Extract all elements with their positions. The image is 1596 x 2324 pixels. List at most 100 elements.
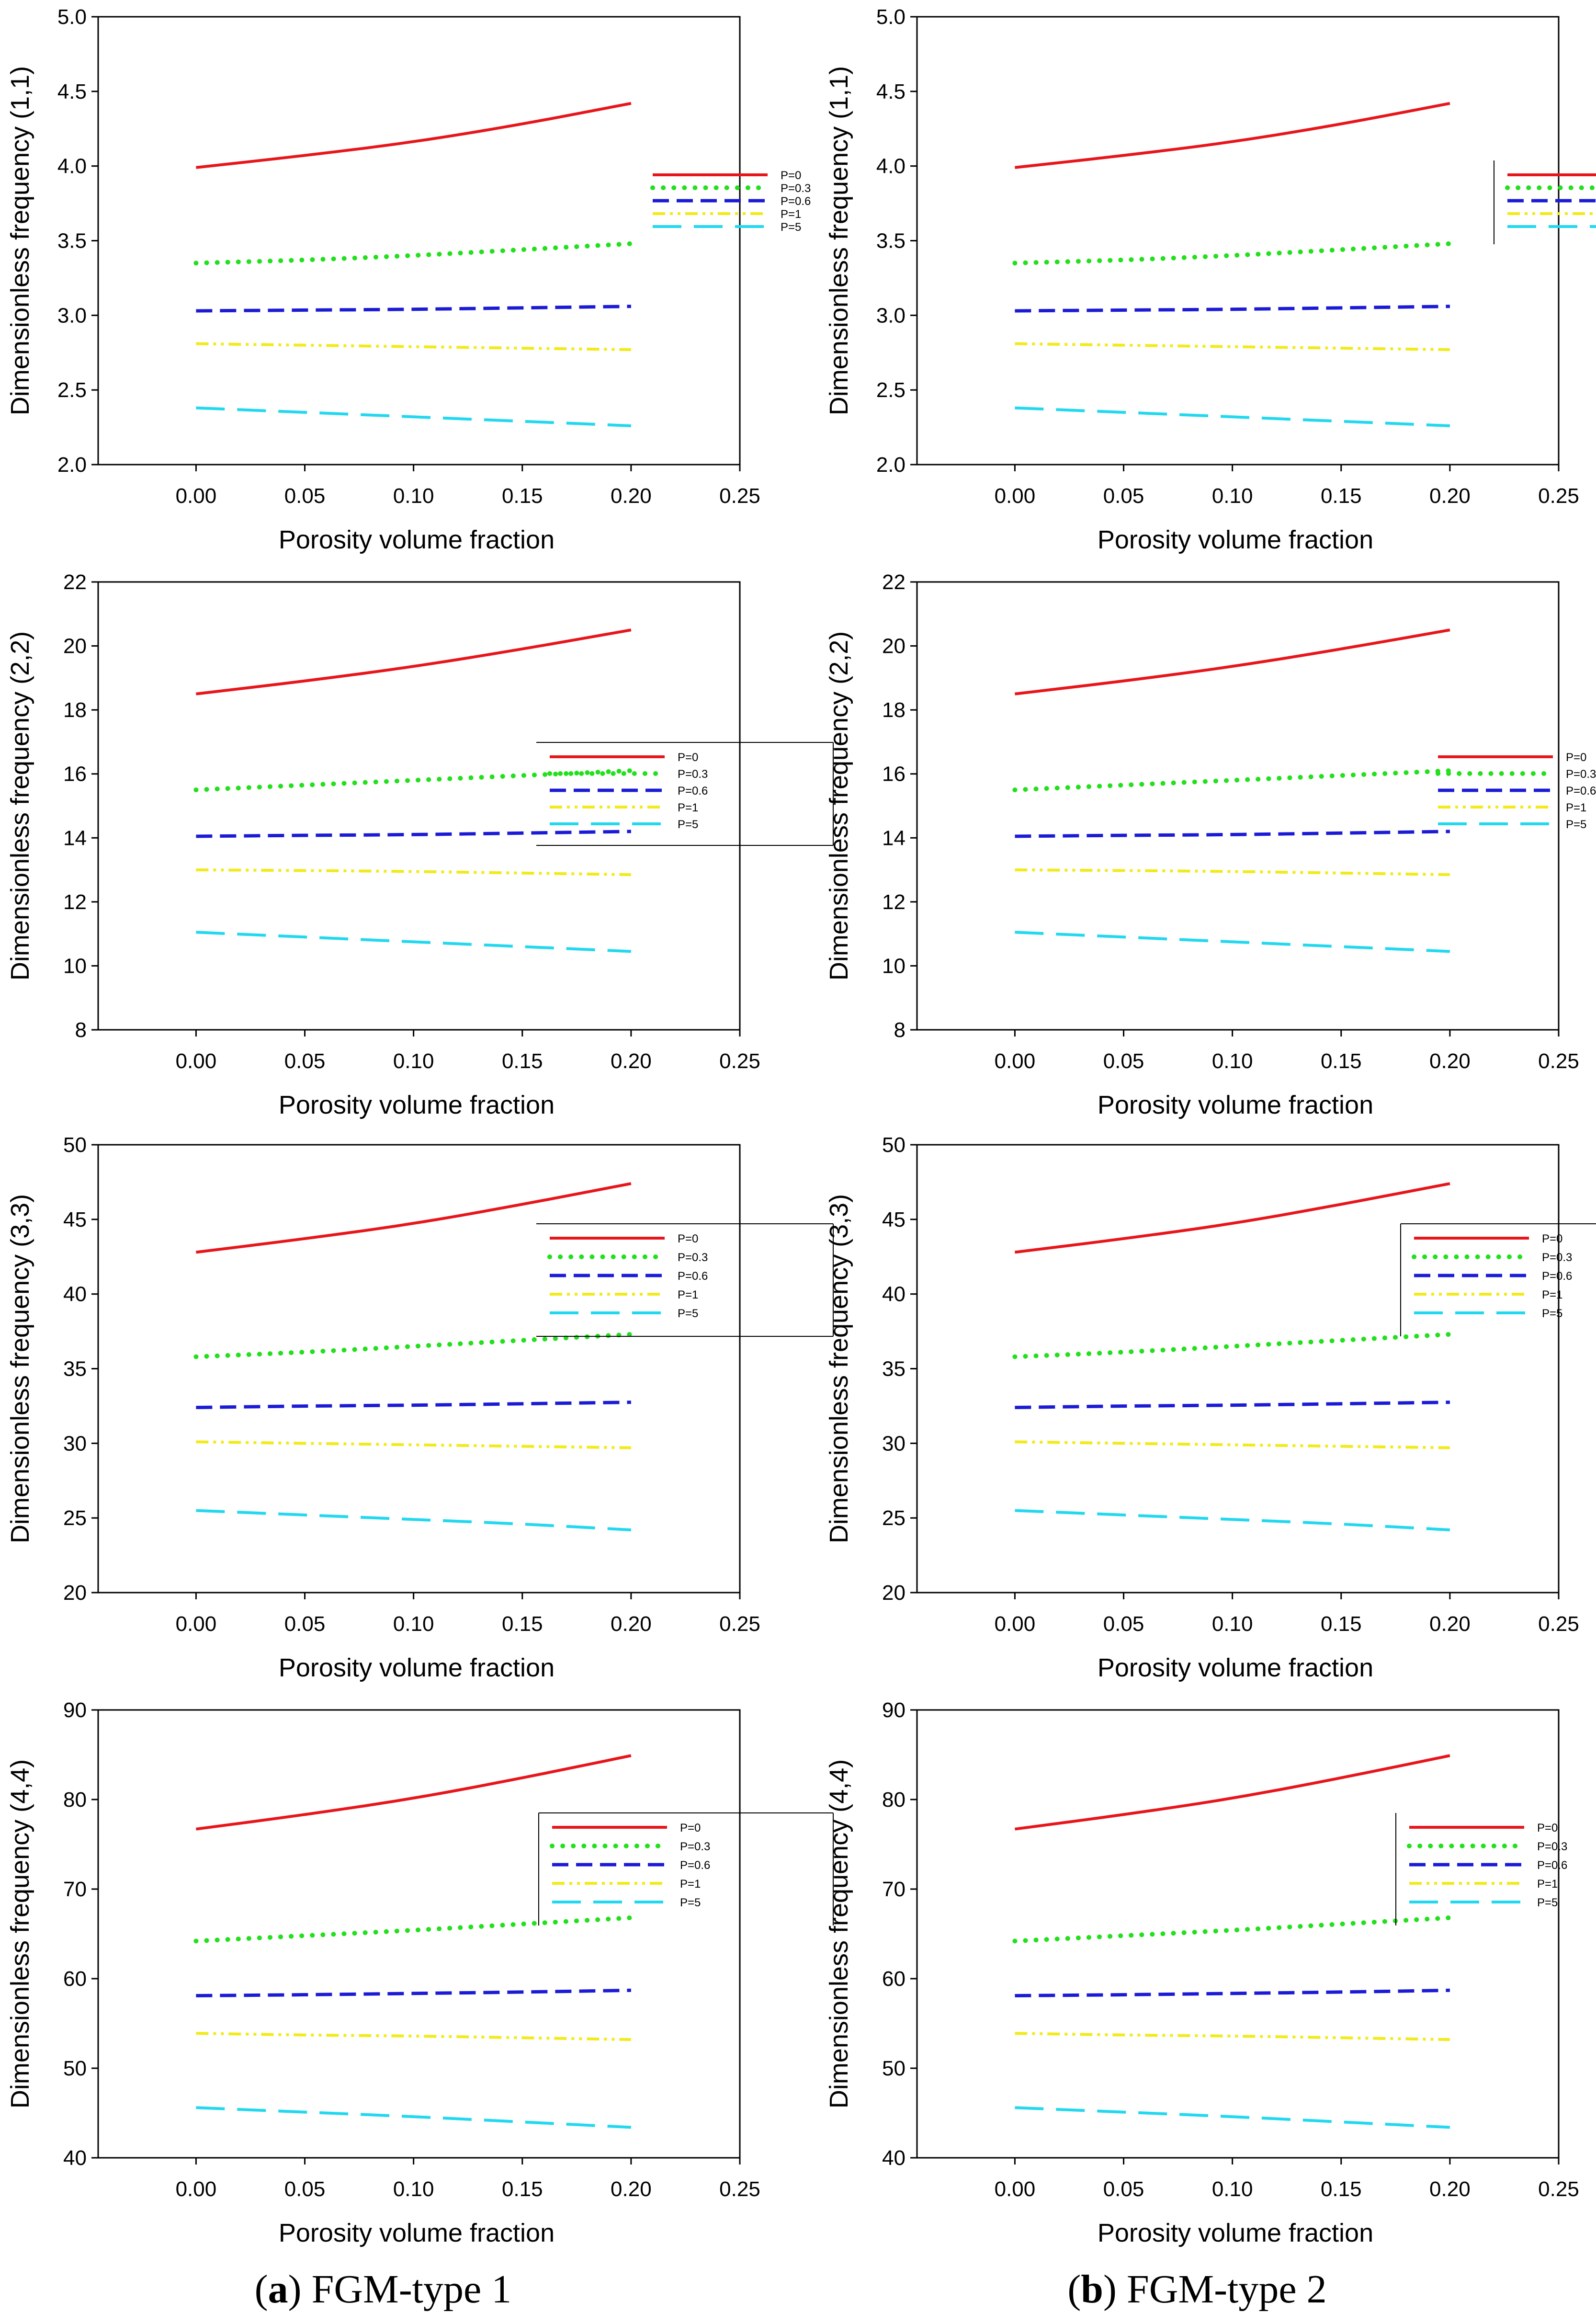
y-tick-label: 22 <box>63 570 87 594</box>
series-line-P-0_3 <box>193 1915 634 1944</box>
y-tick-label: 50 <box>882 1133 906 1157</box>
y-tick-label: 5.0 <box>876 5 906 29</box>
x-tick-label: 0.25 <box>719 484 760 508</box>
y-tick-label: 35 <box>882 1357 906 1381</box>
legend: P=0P=0.3P=0.6P=1P=5 <box>1436 751 1596 831</box>
series-line-P-0_6 <box>196 1988 631 1998</box>
legend: P=0P=0.3P=0.6P=1P=5 <box>1494 160 1596 244</box>
y-tick-label: 4.5 <box>876 80 906 103</box>
series-line-P-1 <box>196 868 631 877</box>
y-tick-label: 50 <box>63 1133 87 1157</box>
x-tick-label: 0.20 <box>1429 1612 1471 1636</box>
legend: P=0P=0.3P=0.6P=1P=5 <box>538 1812 834 1925</box>
legend-label: P=0.3 <box>680 1840 710 1853</box>
y-axis-label: Dimensionless frequency (3,3) <box>825 1194 853 1543</box>
x-tick-label: 0.20 <box>1429 484 1471 508</box>
y-tick-label: 8 <box>75 1018 87 1042</box>
legend-label: P=1 <box>1542 1288 1562 1301</box>
legend: P=0P=0.3P=0.6P=1P=5 <box>536 742 834 846</box>
y-tick-label: 2.0 <box>57 453 87 477</box>
plot-frame <box>916 1709 1560 2159</box>
series-line-P-0_3 <box>1012 768 1452 793</box>
x-tick-label: 0.25 <box>719 2177 760 2201</box>
series-line-P-5 <box>1015 406 1450 427</box>
legend-label: P=0.3 <box>1542 1251 1572 1264</box>
plot-frame <box>97 1144 741 1594</box>
legend-label: P=0.6 <box>1537 1859 1567 1872</box>
x-tick-label: 0.05 <box>284 484 326 508</box>
series-line-P-0_6 <box>196 305 631 313</box>
y-tick-label: 50 <box>882 2057 906 2080</box>
y-tick-label: 10 <box>882 954 906 978</box>
x-axis-label: Porosity volume fraction <box>1098 2219 1373 2247</box>
x-axis-label: Porosity volume fraction <box>279 525 555 554</box>
legend-label: P=0.6 <box>678 1270 708 1283</box>
x-axis-label: Porosity volume fraction <box>1098 525 1373 554</box>
y-tick-label: 40 <box>63 2146 87 2170</box>
y-tick-label: 40 <box>882 1283 906 1306</box>
plot-frame <box>97 16 741 466</box>
plot-frame <box>916 16 1560 466</box>
x-tick-label: 0.05 <box>1103 484 1144 508</box>
y-tick-label: 20 <box>882 635 906 658</box>
legend-label: P=0.3 <box>1537 1840 1567 1853</box>
x-tick-label: 0.25 <box>1538 2177 1579 2201</box>
y-tick-label: 5.0 <box>57 5 87 29</box>
y-tick-label: 25 <box>882 1506 906 1530</box>
series-line-P-1 <box>196 342 631 352</box>
caption-fgm-type-2: (b) FGM-type 2 <box>1067 2267 1327 2312</box>
x-tick-label: 0.20 <box>1429 1049 1471 1073</box>
series-line-P-0_3 <box>193 768 634 793</box>
y-tick-label: 18 <box>882 698 906 722</box>
legend-label: P=0 <box>781 169 801 182</box>
y-tick-label: 2.5 <box>57 378 87 402</box>
legend-label: P=0 <box>680 1822 701 1834</box>
chart-panel-b-mode-2-2: 8 10 12 14 16 18 20 22 0.00 0.05 0.10 0.15 0.20 0.25 P… <box>825 570 1596 1119</box>
y-tick-label: 3.0 <box>57 304 87 327</box>
series-line-P-1 <box>1015 342 1450 352</box>
legend-label: P=5 <box>678 1307 698 1320</box>
chart-panel-b-mode-4-4: 40 50 60 70 80 90 0.00 0.05 0.10 0.15 0.20 0.25 Poro… <box>825 1698 1579 2247</box>
legend-label: P=0 <box>678 751 698 764</box>
legend-label: P=0.3 <box>678 768 708 781</box>
x-axis-label: Porosity volume fraction <box>279 1091 555 1119</box>
legend-label: P=1 <box>678 801 698 814</box>
x-tick-label: 0.05 <box>1103 2177 1144 2201</box>
legend-label: P=1 <box>1537 1878 1558 1891</box>
y-tick-label: 20 <box>63 1581 87 1605</box>
y-tick-label: 4.0 <box>57 155 87 178</box>
y-tick-label: 60 <box>63 1967 87 1991</box>
y-tick-label: 8 <box>894 1018 906 1042</box>
legend-label: P=5 <box>1566 818 1586 831</box>
legend-label: P=0 <box>1542 1232 1562 1245</box>
x-tick-label: 0.05 <box>284 1612 326 1636</box>
x-tick-label: 0.00 <box>176 484 217 508</box>
legend-label: P=1 <box>680 1878 701 1891</box>
y-tick-label: 16 <box>882 763 906 786</box>
series-line-P-1 <box>1015 868 1450 877</box>
legend-label: P=0.6 <box>680 1859 710 1872</box>
legend-label: P=0 <box>1537 1822 1558 1834</box>
series-line-P-0 <box>1015 1754 1450 1831</box>
series-line-P-5 <box>196 2106 632 2129</box>
y-axis-label: Dimensionless frequency (1,1) <box>825 66 853 415</box>
legend-label: P=5 <box>781 221 801 234</box>
series-line-P-0_6 <box>1015 1401 1450 1410</box>
y-tick-label: 12 <box>63 890 87 914</box>
x-tick-label: 0.15 <box>502 1612 543 1636</box>
y-tick-label: 70 <box>882 1878 906 1901</box>
x-tick-label: 0.20 <box>611 1049 652 1073</box>
x-tick-label: 0.25 <box>1538 1612 1579 1636</box>
x-tick-label: 0.15 <box>502 2177 543 2201</box>
plot-frame <box>916 1144 1560 1594</box>
y-tick-label: 90 <box>882 1698 906 1722</box>
x-tick-label: 0.15 <box>502 1049 543 1073</box>
series-line-P-0_6 <box>1015 1988 1450 1998</box>
series-line-P-5 <box>1015 1509 1450 1532</box>
y-tick-label: 70 <box>63 1878 87 1901</box>
y-tick-label: 10 <box>63 954 87 978</box>
x-tick-label: 0.05 <box>1103 1612 1144 1636</box>
legend-label: P=1 <box>781 208 801 221</box>
series-line-P-0_6 <box>196 1401 632 1410</box>
y-axis-label: Dimensionless frequency (3,3) <box>6 1194 34 1543</box>
